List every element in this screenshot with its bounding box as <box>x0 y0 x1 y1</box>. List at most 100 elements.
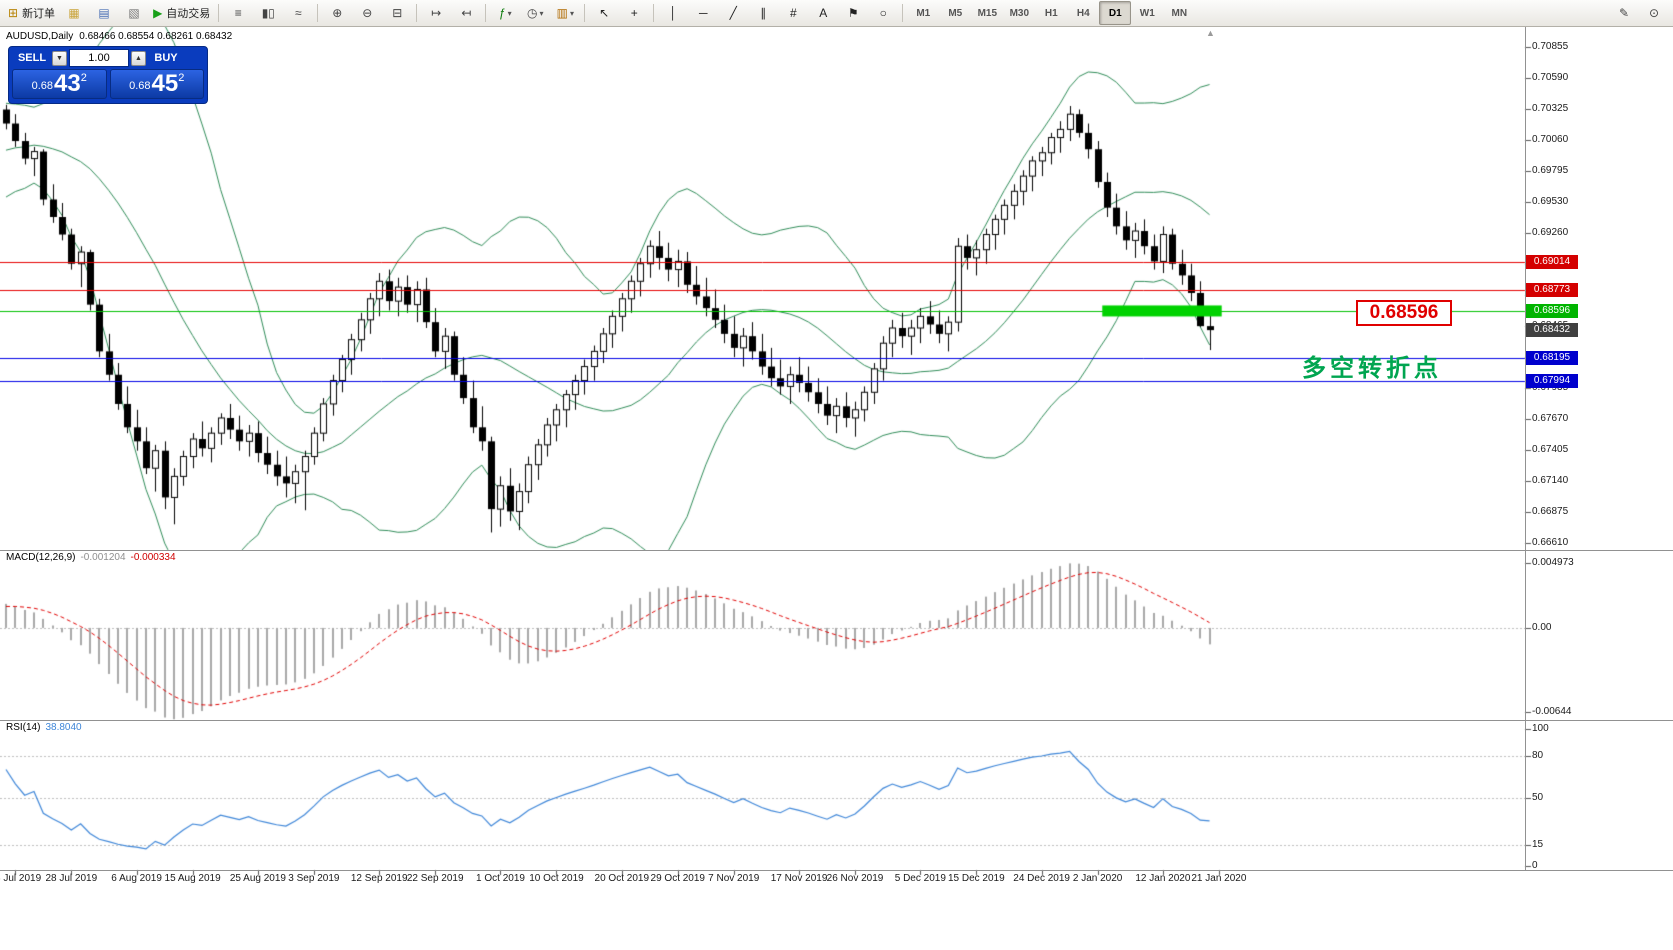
chevron-down-icon: ▾ <box>507 8 512 18</box>
vertical-line-button[interactable]: │ <box>658 1 688 25</box>
line-chart-button[interactable]: ≈ <box>283 1 313 25</box>
tile-windows-button[interactable]: ⊟ <box>382 1 412 25</box>
toolbar-separator <box>317 4 319 22</box>
new-order-icon: ⊞ <box>8 6 19 20</box>
chart-shift-button[interactable]: ↤ <box>451 1 481 25</box>
market-watch-button[interactable]: ▤ <box>89 1 119 25</box>
trend-line-button[interactable]: ╱ <box>718 1 748 25</box>
date-label: 26 Nov 2019 <box>826 873 884 884</box>
timeframe-h4-button[interactable]: H4 <box>1076 7 1090 19</box>
one-click-trading-panel: SELL ▼ ▲ BUY 0.68 43 2 0.68 45 2 <box>8 46 208 104</box>
chart-shift-marker-icon[interactable]: ▲ <box>1206 28 1215 38</box>
chart-profiles-button[interactable]: ▦ <box>59 1 89 25</box>
horizontal-line-icon: ─ <box>699 6 708 20</box>
fibonacci-button[interactable]: # <box>778 1 808 25</box>
chart-canvas[interactable] <box>0 27 1673 950</box>
rsi-axis-label: 80 <box>1532 750 1544 762</box>
shapes-icon: ○ <box>879 6 887 20</box>
rsi-header: RSI(14) 38.8040 <box>6 722 87 733</box>
macd-pane-separator[interactable] <box>0 550 1673 551</box>
new-order-label: 新订单 <box>22 8 56 20</box>
auto-scroll-button[interactable]: ↦ <box>421 1 451 25</box>
equidistant-channel-icon: ∥ <box>760 6 767 20</box>
price-level-annotation[interactable]: 0.68596 <box>1356 300 1452 326</box>
toolbar: ⊞ 新订单 ▦ ▤ ▧ ▶ 自动交易 ≡ ▮▯ ≈ ⊕ ⊖ ⊟ ↦ ↤ ƒ ▾ ◷ ▾ ▥ ▾ ↖ + │ ─ ╱ ∥ # A ⚑ ○ M1 M… <box>0 0 1673 27</box>
date-label: 24 Dec 2019 <box>1013 873 1070 884</box>
turning-point-annotation[interactable]: 多空转折点 <box>1302 355 1442 382</box>
price-axis-label: 0.70590 <box>1532 71 1569 83</box>
price-badge: 0.68432 <box>1526 323 1578 338</box>
text-label-button[interactable]: A <box>808 1 838 25</box>
rsi-value: 38.8040 <box>45 722 82 733</box>
auto-trading-label: 自动交易 <box>166 8 211 20</box>
timeframe-m1-button[interactable]: M1 <box>916 7 931 19</box>
date-label: 7 Nov 2019 <box>708 873 760 884</box>
date-label: 3 Sep 2019 <box>288 873 340 884</box>
candlestick-chart-button[interactable]: ▮▯ <box>253 1 283 25</box>
horizontal-line-button[interactable]: ─ <box>688 1 718 25</box>
zoom-in-button[interactable]: ⊕ <box>322 1 352 25</box>
timeframe-d1-button[interactable]: D1 <box>1099 1 1132 25</box>
macd-axis-label: -0.00644 <box>1532 706 1572 717</box>
toolbar-separator <box>584 4 586 22</box>
volume-decrease-button[interactable]: ▼ <box>52 50 67 66</box>
price-axis-label: 0.67670 <box>1532 413 1569 425</box>
timeframe-mn-button[interactable]: MN <box>1171 7 1188 19</box>
rsi-axis-label: 15 <box>1532 839 1544 851</box>
vertical-line-icon: │ <box>669 6 678 20</box>
arrows-button[interactable]: ⚑ <box>838 1 868 25</box>
sell-button[interactable]: 0.68 43 2 <box>12 69 107 99</box>
buy-button[interactable]: 0.68 45 2 <box>109 69 204 99</box>
annotate-button[interactable]: ✎ <box>1609 1 1639 25</box>
date-label: 29 Oct 2019 <box>650 873 705 884</box>
one-click-price-row: 0.68 43 2 0.68 45 2 <box>9 69 207 99</box>
chart-profiles-icon: ▦ <box>68 6 80 20</box>
date-label: 10 Oct 2019 <box>529 873 584 884</box>
chevron-up-icon: ▲ <box>135 54 142 62</box>
period-selector-button[interactable]: ◷ ▾ <box>520 1 550 25</box>
timeframe-m30-button[interactable]: M30 <box>1009 7 1030 19</box>
macd-axis-label: 0.004973 <box>1532 557 1574 568</box>
timeframe-h1-button[interactable]: H1 <box>1044 7 1058 19</box>
date-label: 20 Oct 2019 <box>594 873 650 884</box>
chart-title: AUDUSD,Daily 0.68466 0.68554 0.68261 0.68… <box>6 31 238 42</box>
auto-trading-icon: ▶ <box>153 6 163 20</box>
cursor-button[interactable]: ↖ <box>589 1 619 25</box>
navigator-button[interactable]: ▧ <box>119 1 149 25</box>
macd-header: MACD(12,26,9) -0.001204 -0.000334 <box>6 552 181 563</box>
volume-input[interactable] <box>69 49 129 67</box>
price-badge: 0.69014 <box>1526 255 1578 270</box>
search-icon: ⊙ <box>1648 6 1660 20</box>
timeframe-m15-button[interactable]: M15 <box>977 7 998 19</box>
shapes-button[interactable]: ○ <box>868 1 898 25</box>
auto-trading-button[interactable]: ▶ 自动交易 <box>149 1 214 25</box>
cursor-icon: ↖ <box>599 6 610 20</box>
zoom-out-button[interactable]: ⊖ <box>352 1 382 25</box>
volume-increase-button[interactable]: ▲ <box>131 50 146 66</box>
sell-price-main: 43 <box>54 70 81 97</box>
annotate-icon: ✎ <box>1618 6 1630 20</box>
toolbar-separator <box>416 4 418 22</box>
new-order-button[interactable]: ⊞ 新订单 <box>4 1 59 25</box>
date-label: 6 Aug 2019 <box>111 873 162 884</box>
buy-price-prefix: 0.68 <box>129 80 151 92</box>
rsi-axis-label: 50 <box>1532 791 1544 803</box>
zoom-out-icon: ⊖ <box>362 6 373 20</box>
search-button[interactable]: ⊙ <box>1639 1 1669 25</box>
rsi-pane-separator[interactable] <box>0 720 1673 721</box>
period-selector-icon: ◷ <box>527 6 538 20</box>
price-badge: 0.68773 <box>1526 283 1578 298</box>
timeframe-w1-button[interactable]: W1 <box>1139 7 1155 19</box>
price-axis-label: 0.69795 <box>1532 164 1569 176</box>
timeframe-m5-button[interactable]: M5 <box>948 7 963 19</box>
crosshair-button[interactable]: + <box>619 1 649 25</box>
sell-label: SELL <box>17 52 47 64</box>
equidistant-channel-button[interactable]: ∥ <box>748 1 778 25</box>
buy-price-pip: 2 <box>178 72 185 84</box>
indicators-button[interactable]: ƒ ▾ <box>490 1 520 25</box>
price-axis-label: 0.70855 <box>1532 41 1569 52</box>
templates-button[interactable]: ▥ ▾ <box>550 1 580 25</box>
price-axis-label: 0.66875 <box>1532 506 1569 518</box>
time-axis-separator <box>0 870 1673 871</box>
bar-chart-button[interactable]: ≡ <box>223 1 253 25</box>
